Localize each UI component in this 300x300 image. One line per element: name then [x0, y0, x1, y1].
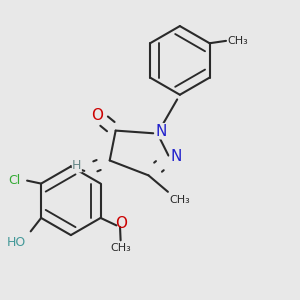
Text: CH₃: CH₃ — [169, 195, 190, 205]
Text: O: O — [91, 108, 103, 123]
Text: H: H — [72, 159, 82, 172]
Text: Cl: Cl — [8, 174, 20, 187]
Text: CH₃: CH₃ — [110, 243, 131, 253]
Text: HO: HO — [7, 236, 26, 249]
Text: N: N — [170, 149, 182, 164]
Text: N: N — [155, 124, 167, 139]
Text: CH₃: CH₃ — [227, 36, 248, 46]
Text: O: O — [115, 216, 127, 231]
